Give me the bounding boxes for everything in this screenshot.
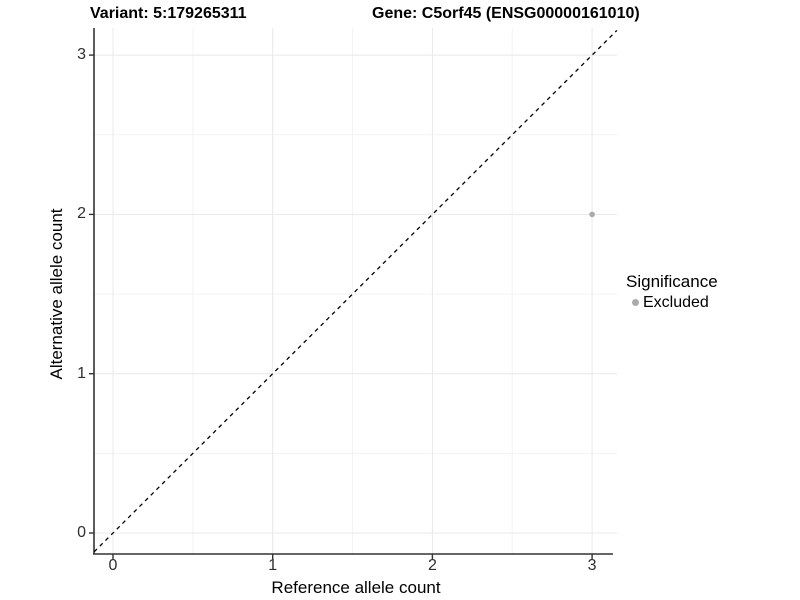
- x-axis-title: Reference allele count: [271, 578, 441, 597]
- legend: Significance Excluded: [626, 271, 718, 312]
- y-axis-title: Alternative allele count: [47, 208, 66, 380]
- y-tick-label: 0: [77, 524, 86, 541]
- y-tick-label: 1: [77, 364, 86, 382]
- data-point: [589, 211, 595, 218]
- variant-title: Variant: 5:179265311: [90, 5, 247, 22]
- x-tick-label: 3: [587, 557, 597, 574]
- legend-title: Significance: [626, 272, 718, 291]
- x-tick-label: 0: [108, 557, 118, 574]
- x-tick-label: 1: [268, 557, 278, 574]
- legend-entry-label: Excluded: [643, 294, 709, 311]
- y-tick-label: 3: [77, 46, 86, 64]
- y-tick-label: 2: [77, 205, 86, 223]
- gene-title: Gene: C5orf45 (ENSG00000161010): [372, 5, 640, 22]
- legend-entry-excluded: Excluded: [626, 293, 718, 312]
- excluded-point-icon: [632, 299, 639, 306]
- identity-reference-line: [93, 29, 618, 553]
- x-tick-label: 2: [427, 557, 437, 574]
